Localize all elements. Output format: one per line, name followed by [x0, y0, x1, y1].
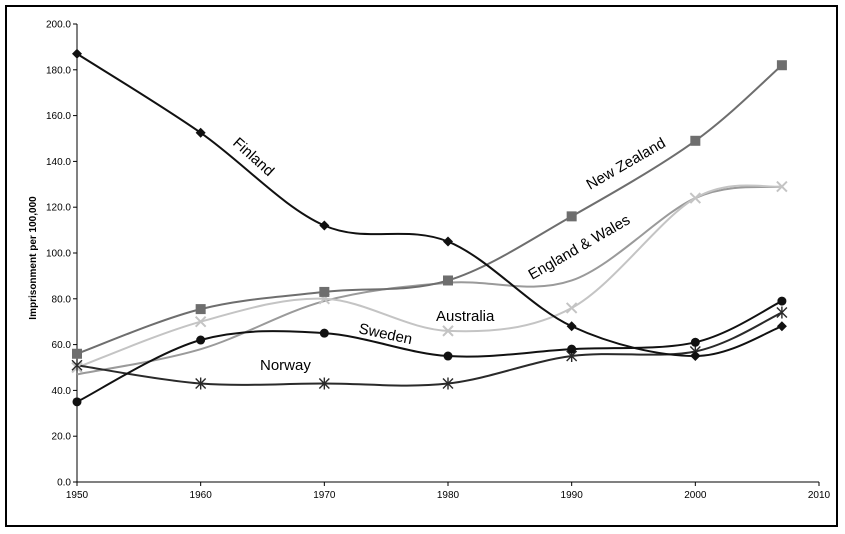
series-line-england-wales [76, 184, 783, 369]
series-label-australia: Australia [436, 308, 495, 325]
series-line-finland [76, 52, 783, 358]
y-tick-label: 120.0 [46, 203, 71, 214]
data-point-finland [443, 236, 453, 247]
data-point-new-zealand [776, 60, 787, 71]
data-point-sweden [319, 328, 329, 338]
axes: 0.0 20.0 40.0 60.0 80.0 100.0 120.0 140.0 160.0 1… [46, 20, 831, 502]
x-tick-label: 1950 [66, 490, 89, 501]
series-line-norway [76, 311, 783, 387]
data-point-new-zealand [566, 211, 577, 222]
data-point-sweden [777, 296, 787, 306]
series-label-norway: Norway [260, 357, 311, 374]
labels: Imprisonment per 100,000 Finland New Zea… [28, 134, 669, 374]
data-point-finland [319, 220, 330, 231]
y-tick-label: 160.0 [46, 111, 71, 122]
data-point-norway [71, 359, 83, 372]
data-point-sweden [196, 335, 206, 345]
data-point-sweden [690, 337, 700, 347]
series-lines [76, 52, 783, 403]
x-tick-label: 2010 [808, 490, 831, 501]
data-point-norway [195, 377, 207, 390]
data-point-england-wales [565, 302, 578, 314]
data-point-finland [566, 321, 577, 332]
data-point-norway [776, 306, 788, 319]
data-point-finland [690, 351, 701, 362]
x-tick-label: 1970 [313, 490, 336, 501]
x-tick-label: 1980 [437, 490, 460, 501]
data-point-new-zealand [443, 275, 453, 286]
y-axis-title: Imprisonment per 100,000 [28, 196, 39, 320]
data-point-finland [72, 48, 82, 59]
data-point-sweden [443, 351, 453, 361]
data-point-finland [195, 127, 206, 138]
data-point-new-zealand [319, 286, 330, 297]
data-point-england-wales [689, 192, 702, 204]
data-point-new-zealand [195, 304, 206, 315]
x-tick-label: 1990 [561, 490, 584, 501]
data-point-england-wales [442, 325, 454, 337]
data-point-sweden [567, 344, 577, 354]
x-tick-label: 1960 [190, 490, 213, 501]
y-tick-label: 40.0 [52, 386, 72, 397]
y-tick-label: 80.0 [52, 294, 72, 305]
data-point-sweden [72, 397, 82, 407]
y-tick-label: 20.0 [52, 432, 72, 443]
data-point-new-zealand [690, 135, 701, 146]
data-point-england-wales [776, 180, 788, 193]
y-tick-label: 140.0 [46, 157, 71, 168]
chart-frame [5, 5, 838, 527]
data-point-new-zealand [72, 348, 82, 359]
y-tick-label: 100.0 [46, 249, 71, 260]
series-label-finland: Finland [229, 134, 277, 180]
x-tick-label: 2000 [684, 490, 707, 501]
series-markers [71, 48, 788, 407]
data-point-finland [776, 321, 787, 332]
data-point-norway [318, 377, 330, 390]
data-point-norway [442, 377, 454, 390]
y-tick-label: 0.0 [57, 478, 71, 489]
y-tick-label: 60.0 [52, 340, 72, 351]
y-tick-label: 200.0 [46, 20, 71, 31]
data-point-england-wales [194, 315, 207, 328]
y-tick-label: 180.0 [46, 65, 71, 76]
series-line-sweden [76, 300, 783, 403]
